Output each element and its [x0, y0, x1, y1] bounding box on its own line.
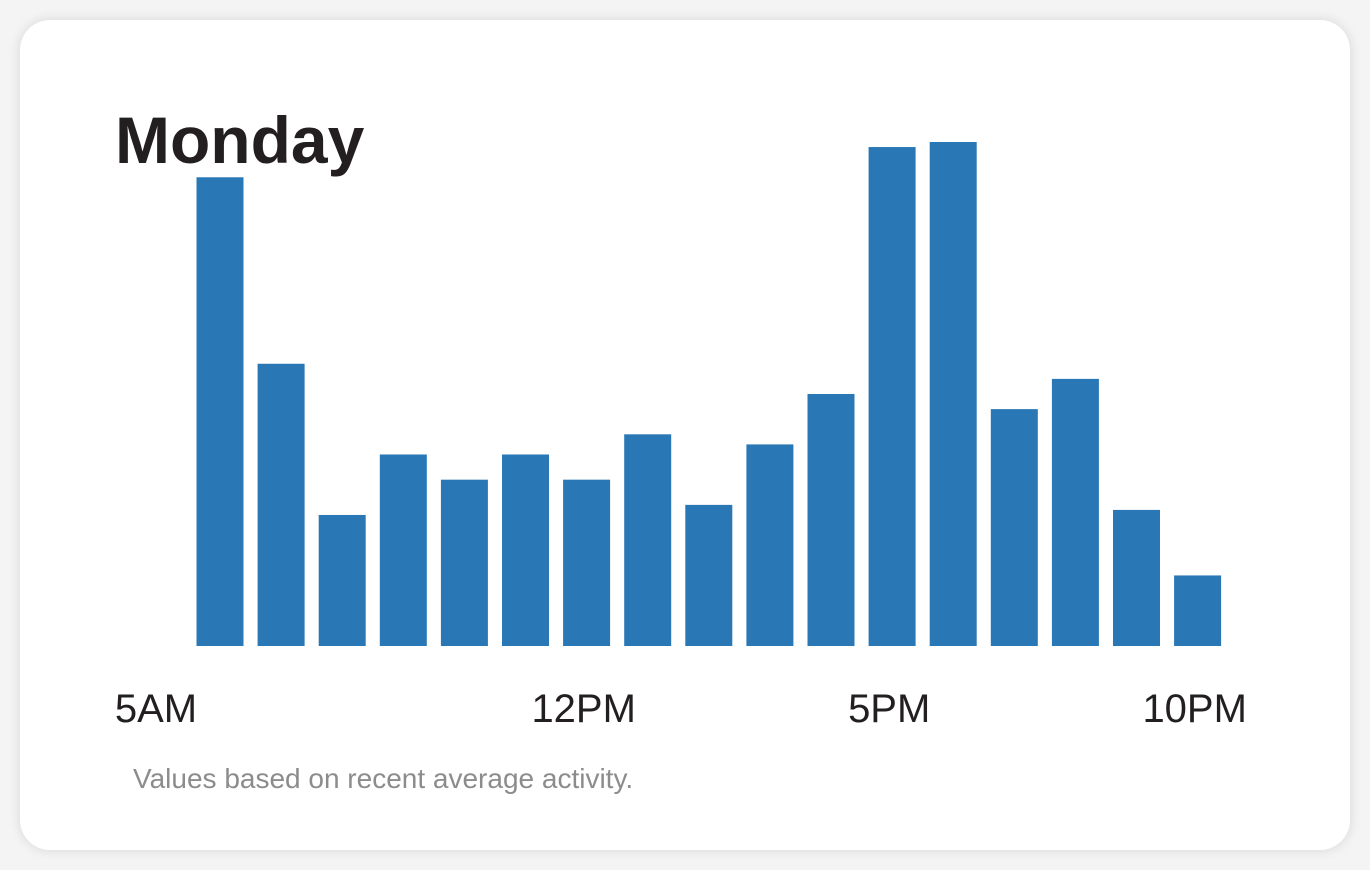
- x-tick-label: 10PM: [1142, 687, 1247, 731]
- x-tick-label: 5PM: [848, 687, 930, 731]
- bar: [257, 363, 305, 646]
- bar: [1113, 509, 1160, 646]
- bar: [1051, 378, 1099, 646]
- bar: [440, 479, 488, 646]
- bar: [746, 444, 794, 646]
- bar: [1174, 575, 1222, 646]
- bar: [502, 454, 549, 646]
- bar: [379, 454, 427, 646]
- bar: [685, 504, 733, 646]
- bar: [868, 147, 916, 647]
- bar: [807, 394, 855, 646]
- bar: [929, 142, 977, 646]
- bar: [318, 514, 366, 646]
- chart-title: Monday: [115, 103, 365, 177]
- bar: [624, 434, 672, 646]
- footnote: Values based on recent average activity.: [133, 763, 633, 794]
- bar: [196, 177, 244, 646]
- bar: [563, 479, 611, 646]
- x-tick-label: 12PM: [531, 687, 636, 731]
- x-tick-label: 5AM: [115, 687, 197, 731]
- bar: [990, 409, 1038, 646]
